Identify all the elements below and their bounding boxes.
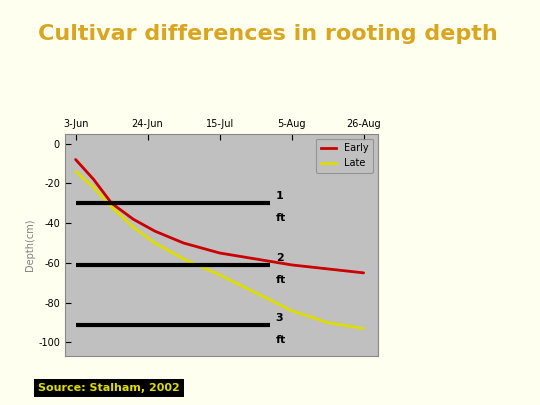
Early <box>180 241 187 245</box>
Early <box>217 251 223 256</box>
Early <box>325 266 331 271</box>
Late <box>72 169 79 174</box>
Y-axis label: Depth(cm): Depth(cm) <box>25 219 35 271</box>
Legend: Early, Late: Early, Late <box>316 139 373 173</box>
Late <box>109 205 115 210</box>
Late <box>288 308 295 313</box>
Late <box>217 273 223 277</box>
Text: ft: ft <box>276 275 286 285</box>
Text: Source: Stalham, 2002: Source: Stalham, 2002 <box>38 383 179 393</box>
Late <box>152 241 158 245</box>
Early <box>72 157 79 162</box>
Text: 2: 2 <box>276 253 284 263</box>
Late <box>90 185 97 190</box>
Line: Early: Early <box>76 160 363 273</box>
Text: 1: 1 <box>276 191 284 201</box>
Late <box>325 320 331 325</box>
Late <box>360 326 367 331</box>
Early <box>90 177 97 182</box>
Text: Cultivar differences in rooting depth: Cultivar differences in rooting depth <box>38 24 497 44</box>
Early <box>360 271 367 275</box>
Early <box>288 262 295 267</box>
Text: ft: ft <box>276 335 286 345</box>
Line: Late: Late <box>76 171 363 328</box>
Early <box>130 217 137 222</box>
Late <box>180 256 187 261</box>
Text: 3: 3 <box>276 313 284 323</box>
Early <box>152 229 158 234</box>
Early <box>252 256 259 261</box>
Late <box>252 290 259 295</box>
Late <box>130 225 137 230</box>
Text: ft: ft <box>276 213 286 223</box>
Early <box>109 201 115 206</box>
